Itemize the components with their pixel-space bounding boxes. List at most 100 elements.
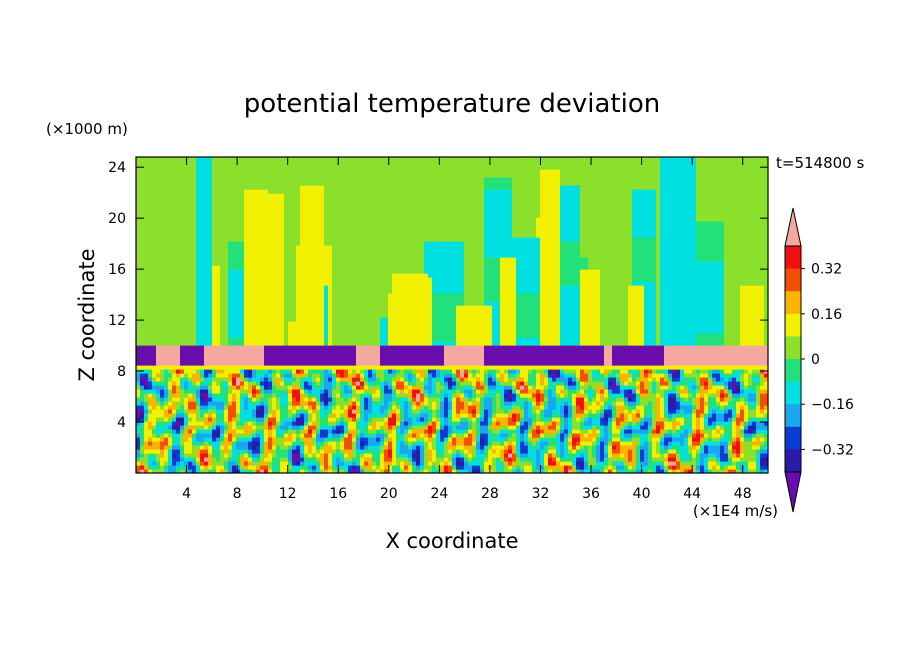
field-cell (284, 353, 289, 358)
field-cell (592, 413, 597, 418)
field-cell (476, 365, 481, 370)
field-cell (536, 413, 541, 418)
field-cell (236, 457, 241, 462)
field-cell (176, 461, 181, 466)
field-cell (696, 365, 701, 370)
field-cell (156, 345, 161, 350)
field-cell (440, 457, 445, 462)
field-cell (316, 461, 321, 466)
field-cell (172, 421, 177, 426)
field-cell (360, 365, 365, 370)
field-cell (284, 469, 289, 473)
field-cell (264, 389, 269, 394)
field-cell (564, 445, 569, 450)
field-cell (652, 417, 657, 422)
field-cell (656, 369, 661, 374)
field-cell (596, 425, 601, 430)
field-cell (476, 465, 481, 470)
field-cell (552, 433, 557, 438)
field-cell (388, 409, 393, 414)
field-cell (196, 453, 201, 458)
field-cell (592, 445, 597, 450)
field-cell (184, 381, 189, 386)
field-cell (368, 441, 373, 446)
field-cell (616, 453, 621, 458)
field-cell (476, 469, 481, 473)
field-cell (460, 361, 465, 366)
field-cell (700, 369, 705, 374)
field-cell (744, 429, 749, 434)
field-cell (180, 417, 185, 422)
field-cell (432, 441, 437, 446)
field-cell (596, 433, 601, 438)
field-cell (420, 389, 425, 394)
field-cell (172, 361, 177, 366)
field-cell (736, 357, 741, 362)
field-cell (468, 413, 473, 418)
field-cell (756, 453, 761, 458)
field-cell (440, 421, 445, 426)
field-cell (580, 441, 585, 446)
field-cell (320, 425, 325, 430)
field-cell (168, 409, 173, 414)
field-cell (532, 441, 537, 446)
field-cell (308, 365, 313, 370)
field-cell (248, 393, 253, 398)
field-cell (636, 357, 641, 362)
field-cell (264, 405, 269, 410)
field-cell (320, 357, 325, 362)
field-cell (536, 353, 541, 358)
field-cell (296, 469, 301, 473)
field-cell (604, 461, 609, 466)
field-cell (448, 465, 453, 470)
field-cell (276, 433, 281, 438)
field-cell (376, 405, 381, 410)
field-cell (444, 433, 449, 438)
field-cell (420, 469, 425, 473)
field-cell (176, 449, 181, 454)
field-cell (196, 397, 201, 402)
field-cell (148, 421, 153, 426)
field-cell (344, 349, 349, 354)
field-cell (520, 409, 525, 414)
field-cell (148, 377, 153, 382)
field-cell (492, 449, 497, 454)
field-cell (168, 445, 173, 450)
field-cell (284, 441, 289, 446)
field-cell (276, 397, 281, 402)
field-cell (224, 385, 229, 390)
field-cell (548, 429, 553, 434)
field-cell (140, 389, 145, 394)
field-cell (372, 437, 377, 442)
field-cell (352, 421, 357, 426)
field-cell (304, 413, 309, 418)
field-cell (176, 421, 181, 426)
field-cell (344, 397, 349, 402)
field-cell (512, 369, 517, 374)
field-cell (664, 445, 669, 450)
field-cell (544, 441, 549, 446)
field-cell (152, 413, 157, 418)
field-cell (276, 353, 281, 358)
field-cell (568, 421, 573, 426)
field-cell (148, 365, 153, 370)
field-cell (400, 449, 405, 454)
field-cell (376, 397, 381, 402)
field-cell (352, 369, 357, 374)
field-cell (188, 401, 193, 406)
field-cell (492, 393, 497, 398)
field-cell (300, 393, 305, 398)
field-cell (232, 349, 237, 354)
field-cell (244, 345, 249, 350)
field-cell (660, 449, 665, 454)
field-cell (180, 457, 185, 462)
field-cell (500, 433, 505, 438)
field-cell (404, 437, 409, 442)
field-cell (576, 361, 581, 366)
field-cell (732, 377, 737, 382)
field-cell (392, 409, 397, 414)
field-cell (372, 345, 377, 350)
field-cell (688, 433, 693, 438)
field-cell (156, 429, 161, 434)
field-cell (708, 365, 713, 370)
